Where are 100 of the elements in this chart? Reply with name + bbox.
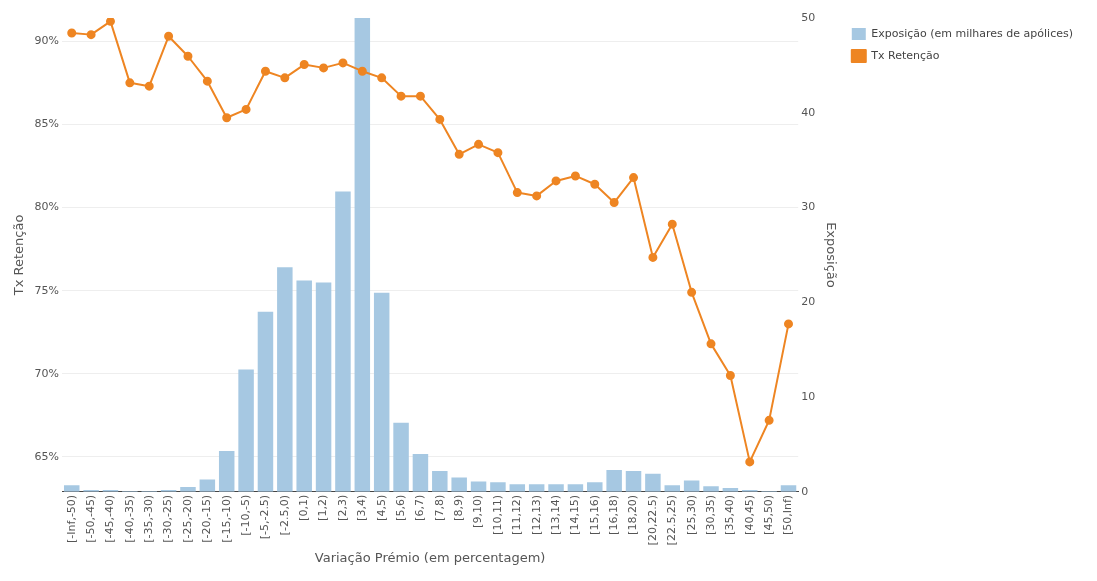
- point: [299, 60, 309, 70]
- bar: [315, 282, 332, 492]
- point: [648, 252, 658, 262]
- x-tick-label: [16,18): [607, 494, 621, 535]
- y-tick-label: 65%: [34, 449, 60, 463]
- point: [105, 18, 115, 26]
- bar: [528, 484, 545, 492]
- bar: [470, 481, 487, 492]
- x-tick-label: [12,13): [529, 494, 543, 535]
- x-tick-label: [22.5,25): [665, 494, 679, 546]
- bar: [451, 477, 467, 492]
- bar: [587, 482, 603, 492]
- point: [609, 198, 619, 208]
- point: [512, 188, 522, 198]
- legend-label: Tx Retenção: [870, 48, 940, 62]
- x-tick-label: [25,30): [684, 494, 698, 535]
- y2-axis-title: Exposição: [823, 222, 839, 288]
- x-tick-label: [15,16): [587, 494, 601, 535]
- x-tick-label: [-10,-5): [238, 494, 252, 536]
- bar: [257, 311, 274, 492]
- point: [357, 66, 367, 76]
- point: [706, 339, 716, 349]
- x-tick-label: [-50,-45): [83, 494, 97, 543]
- x-tick-label: [45,50): [761, 494, 775, 535]
- y-tick-label: 90%: [34, 34, 60, 48]
- x-tick-label: [30,35): [703, 494, 717, 535]
- point: [260, 66, 270, 76]
- point: [474, 139, 484, 149]
- bar: [548, 484, 564, 492]
- bar: [625, 470, 642, 492]
- y-tick-label: 85%: [34, 117, 60, 131]
- y-tick-label: 80%: [34, 200, 60, 214]
- bar: [606, 470, 622, 492]
- x-tick-label: [-30,-25): [161, 494, 175, 543]
- x-tick-label: [40,45): [742, 494, 756, 535]
- bar: [393, 422, 409, 492]
- y2-tick-label: 30: [801, 200, 816, 214]
- x-tick-label: [5,6): [393, 494, 407, 521]
- bar: [373, 292, 390, 492]
- bar: [335, 191, 351, 492]
- point: [745, 457, 755, 467]
- point: [629, 173, 639, 183]
- point: [377, 73, 387, 83]
- bar: [354, 18, 371, 492]
- x-tick-label: [-25,-20): [180, 494, 194, 543]
- y2-tick-label: 20: [801, 295, 816, 309]
- x-tick-label: [13,14): [548, 494, 562, 535]
- point: [183, 51, 193, 61]
- point: [241, 104, 251, 114]
- y-tick-label: 70%: [34, 366, 60, 380]
- x-tick-label: [20,22.5): [645, 494, 659, 546]
- y-axis-title: Tx Retenção: [11, 214, 27, 297]
- bar: [412, 453, 429, 492]
- y2-tick-label: 40: [801, 105, 816, 119]
- x-tick-label: [0,1): [297, 494, 311, 521]
- point: [396, 91, 406, 101]
- x-tick-label: [10,11): [490, 494, 504, 535]
- x-tick-label: [-40,-35): [122, 494, 136, 543]
- bar: [238, 369, 254, 492]
- y2-tick-label: 50: [801, 10, 816, 24]
- point: [725, 370, 735, 380]
- point: [784, 319, 794, 329]
- x-tick-label: [-20,-15): [200, 494, 214, 543]
- bar: [432, 470, 448, 492]
- point: [415, 91, 425, 101]
- x-tick-label: [-15,-10): [219, 494, 233, 543]
- x-axis-title: Variação Prémio (em percentagem): [314, 549, 546, 565]
- bar: [490, 482, 506, 492]
- x-tick-label: [-Inf,-50): [64, 494, 78, 543]
- point: [86, 30, 96, 40]
- point: [454, 149, 464, 159]
- point: [144, 81, 154, 91]
- bar: [567, 484, 584, 492]
- x-tick-label: [3,4): [355, 494, 369, 521]
- point: [164, 31, 174, 41]
- point: [667, 219, 677, 229]
- point: [125, 78, 135, 88]
- x-tick-label: [-45,-40): [103, 494, 117, 543]
- bar: [296, 280, 312, 492]
- x-tick-label: [-5,-2.5): [258, 494, 272, 540]
- point: [319, 63, 329, 73]
- point: [67, 28, 77, 38]
- bar: [703, 486, 719, 492]
- point: [338, 58, 348, 68]
- x-tick-label: [2,3): [335, 494, 349, 521]
- x-tick-label: [-2.5,0): [277, 494, 291, 536]
- x-tick-label: [6,7): [413, 494, 427, 521]
- point: [435, 114, 445, 124]
- point: [551, 176, 561, 186]
- legend-label: Exposição (em milhares de apólices): [871, 26, 1074, 40]
- point: [222, 113, 232, 123]
- point: [570, 171, 580, 181]
- bar: [218, 451, 235, 492]
- x-tick-label: [7,8): [432, 494, 446, 521]
- point: [590, 179, 600, 189]
- bar: [509, 484, 526, 492]
- x-tick-label: [14,15): [568, 494, 582, 535]
- y2-tick-label: 10: [801, 389, 816, 403]
- x-tick-label: [18,20): [626, 494, 640, 535]
- point: [202, 76, 212, 86]
